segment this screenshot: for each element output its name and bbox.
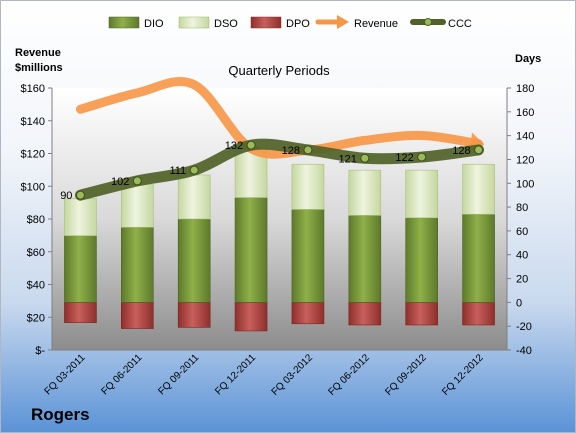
legend-label-dio: DIO [144, 18, 164, 30]
legend: DIO DSO DPO Revenue CCC [108, 15, 472, 30]
legend-swatch-revenue [315, 15, 349, 29]
left-tick-label: $100 [21, 181, 45, 193]
ccc-data-label: 128 [452, 145, 470, 157]
dpo-bar [405, 302, 438, 326]
legend-label-revenue: Revenue [354, 18, 398, 30]
dso-bar [462, 163, 495, 215]
right-tick-label: 160 [516, 107, 534, 119]
legend-swatch-dpo [250, 16, 282, 29]
left-tick-label: $140 [21, 116, 45, 128]
ccc-data-label: 102 [111, 176, 129, 188]
legend-label-dpo: DPO [286, 18, 310, 30]
dio-bar [405, 217, 438, 303]
category-label: FQ 09-2011 [156, 352, 201, 397]
category-label: FQ 09-2012 [383, 352, 429, 398]
left-tick-label: $160 [21, 83, 45, 95]
left-axis-ticks: $- $20 $40 $60 $80 $100 $120 $140 $160 [21, 83, 52, 357]
plot-area [52, 88, 507, 350]
category-labels: FQ 03-2011 FQ 06-2011 FQ 09-2011 FQ 12-2011… [43, 352, 486, 398]
left-tick-label: $40 [27, 280, 45, 292]
category-label: FQ 03-2011 [43, 352, 88, 397]
left-tick-label: $60 [27, 247, 45, 259]
right-tick-label: 20 [516, 274, 528, 286]
dso-bar [405, 169, 438, 219]
right-tick-label: -20 [516, 321, 532, 333]
right-axis-title: Days [515, 53, 541, 65]
ccc-data-label: 128 [282, 145, 300, 157]
ccc-line-path [74, 138, 485, 201]
dso-bar [121, 184, 154, 228]
dio-bar [64, 235, 97, 303]
ccc-point [303, 145, 313, 155]
right-tick-label: 80 [516, 202, 528, 214]
ccc-point [75, 190, 85, 200]
dio-bar [291, 209, 325, 303]
category-label: FQ 06-2011 [99, 352, 144, 397]
right-tick-label: 120 [516, 154, 534, 166]
left-tick-label: $80 [27, 214, 45, 226]
ccc-point [360, 153, 370, 163]
right-tick-label: -40 [516, 345, 532, 357]
chart-title: Quarterly Periods [228, 63, 330, 78]
company-name: Rogers [31, 405, 90, 424]
ccc-point [246, 140, 256, 150]
ccc-data-label: 111 [169, 165, 186, 177]
category-label: FQ 12-2011 [213, 352, 258, 397]
dio-bar [348, 215, 382, 303]
left-tick-label: $20 [27, 312, 45, 324]
dio-bar [462, 213, 495, 303]
legend-swatch-ccc [410, 18, 446, 26]
dpo-bar [234, 302, 268, 332]
ccc-point [474, 145, 484, 155]
right-tick-label: 60 [516, 226, 528, 238]
legend-label-ccc: CCC [448, 18, 472, 30]
ccc-point [417, 152, 427, 162]
dio-bar [121, 227, 154, 303]
right-tick-label: 0 [516, 297, 522, 309]
category-label: FQ 06-2012 [326, 352, 372, 398]
ccc-point [132, 176, 142, 186]
dso-bar [64, 198, 97, 236]
ccc-data-label: 121 [338, 153, 356, 165]
category-label: FQ 12-2012 [440, 352, 486, 398]
dso-bar [177, 174, 211, 220]
left-axis-title-line1: Revenue [15, 47, 61, 59]
dso-bar [348, 169, 382, 216]
ccc-point [189, 165, 199, 175]
left-tick-label: $120 [21, 149, 45, 161]
ccc-data-label: 122 [395, 152, 413, 164]
right-tick-label: 100 [516, 178, 534, 190]
left-tick-label: $- [35, 345, 45, 357]
ccc-series: 90 102 111 132 128 121 122 128 [60, 138, 485, 202]
dpo-bar [348, 302, 382, 326]
dpo-bar [64, 302, 97, 323]
legend-label-dso: DSO [214, 18, 238, 30]
revenue-line-path [75, 77, 484, 159]
dpo-bar [121, 302, 154, 329]
legend-swatch-dso [178, 16, 210, 29]
ccc-data-label: 90 [60, 190, 72, 202]
right-tick-label: 180 [516, 83, 534, 95]
category-label: FQ 03-2012 [270, 352, 316, 398]
right-tick-label: 40 [516, 250, 528, 262]
dpo-bar [462, 302, 495, 326]
dpo-bar [291, 302, 325, 325]
dio-bar [234, 197, 268, 303]
left-axis-title-line2: $millions [15, 62, 63, 74]
ccc-data-label: 132 [225, 140, 243, 152]
dpo-bar [177, 302, 211, 328]
legend-swatch-dio [108, 16, 140, 29]
right-axis-ticks: -40 -20 0 20 40 60 80 100 120 140 160 180 [507, 83, 534, 357]
right-tick-label: 140 [516, 131, 534, 143]
dio-bar [177, 218, 211, 303]
dso-bar [291, 163, 325, 210]
